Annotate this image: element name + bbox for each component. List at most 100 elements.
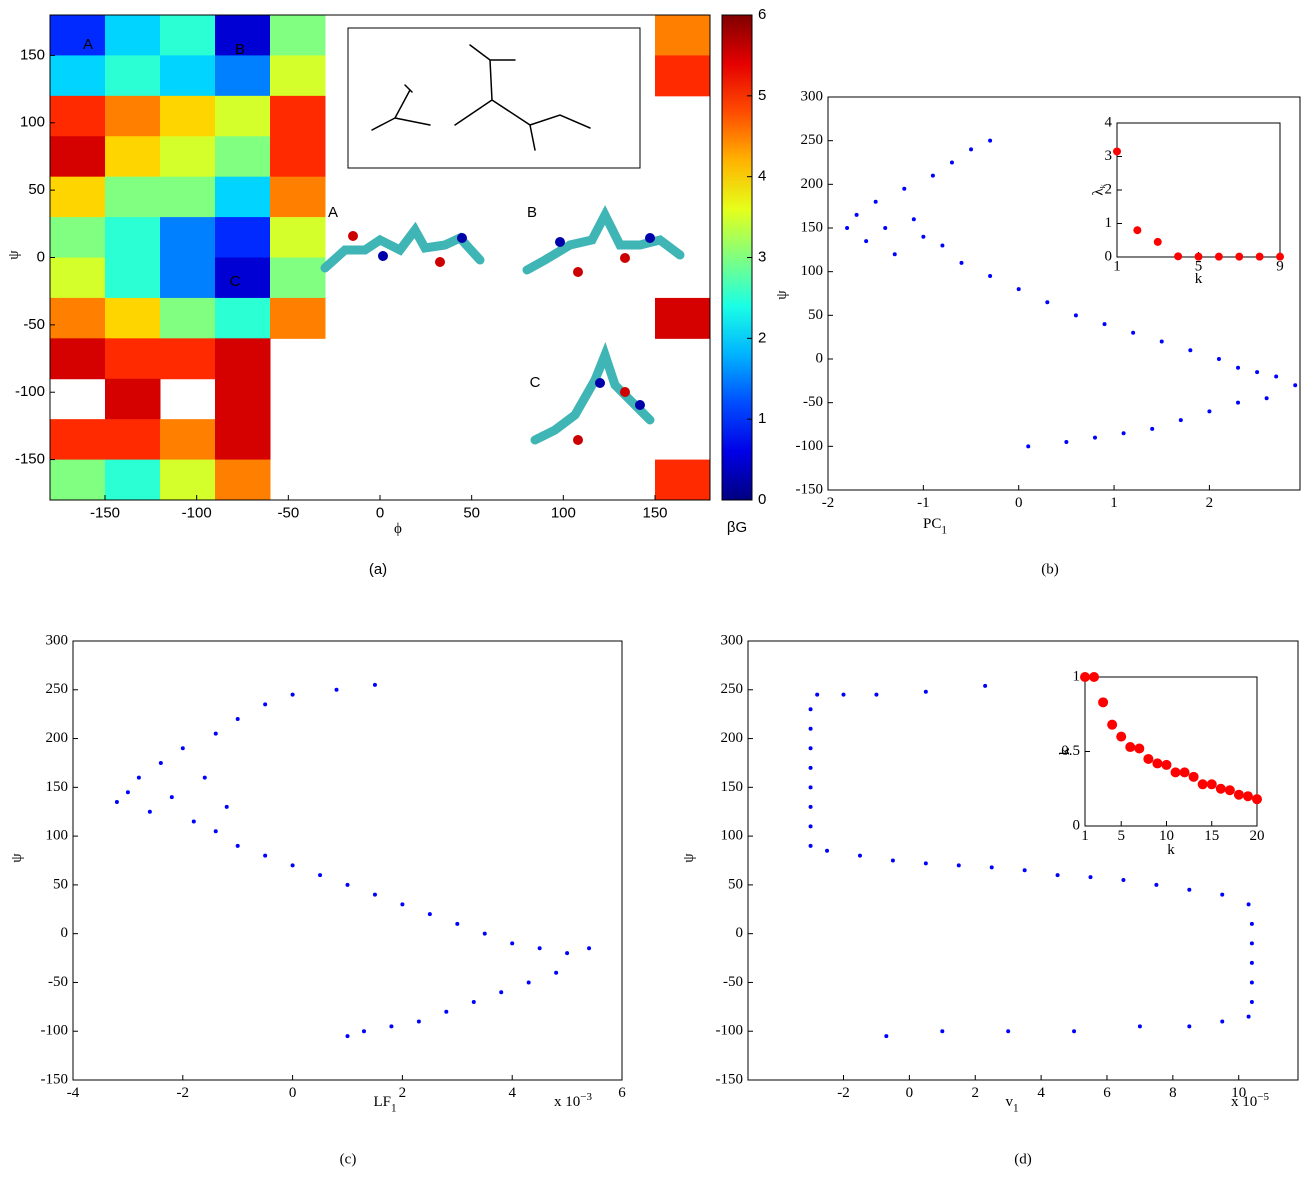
heat-cell — [105, 177, 161, 218]
point — [1098, 697, 1108, 707]
point — [1134, 744, 1144, 754]
y-tick-label: 0 — [816, 350, 824, 366]
point — [203, 776, 207, 780]
heat-cell — [270, 96, 326, 137]
y-tick-label: -100 — [796, 438, 824, 454]
y-tick-label: 0 — [1105, 248, 1113, 264]
point — [912, 217, 916, 221]
x-tick-label: 1 — [1110, 495, 1118, 511]
point — [1064, 440, 1068, 444]
y-tick-label: 150 — [801, 219, 824, 235]
colorbar-tick-label: 0 — [758, 491, 766, 508]
point — [1198, 779, 1208, 789]
axis-label-text: ψ — [6, 250, 22, 260]
heat-cell — [105, 379, 161, 420]
plot-frame — [73, 641, 622, 1080]
colorbar-tick-label: 1 — [758, 410, 766, 427]
point — [874, 693, 878, 697]
point — [940, 243, 944, 247]
point — [444, 1010, 448, 1014]
axis-label: ψ — [6, 250, 22, 260]
point — [1180, 767, 1190, 777]
y-tick-label: 0 — [61, 925, 69, 941]
point — [1187, 1024, 1191, 1028]
heat-cell — [105, 136, 161, 177]
y-tick-label: 50 — [53, 876, 68, 892]
point — [214, 732, 218, 736]
heat-cell — [215, 379, 271, 420]
y-tick-label: 200 — [801, 176, 824, 192]
heat-cell — [160, 460, 216, 501]
axis-label-text: k — [1167, 843, 1175, 859]
axis-label-subscript: k — [1098, 184, 1107, 188]
point — [1216, 784, 1226, 794]
x-tick-label: 0 — [906, 1085, 914, 1101]
point — [1293, 383, 1297, 387]
y-tick-label: -50 — [23, 316, 45, 333]
heat-cell — [270, 55, 326, 96]
point — [1074, 313, 1078, 317]
heat-cell — [105, 298, 161, 339]
point — [428, 912, 432, 916]
point — [115, 800, 119, 804]
x-tick-label: 4 — [1037, 1085, 1045, 1101]
point — [1089, 875, 1093, 879]
axis-label-subscript: 1 — [391, 1102, 397, 1114]
point — [225, 805, 229, 809]
point — [1093, 436, 1097, 440]
colorbar-tick-label: 6 — [758, 6, 766, 23]
axis-label-text: ψ — [681, 853, 697, 863]
heat-cell — [270, 298, 326, 339]
heat-cell — [160, 217, 216, 258]
multiplier-base: x 10 — [1231, 1094, 1257, 1110]
point — [809, 844, 813, 848]
x-tick-label: 6 — [618, 1085, 626, 1101]
minimum-label: C — [230, 273, 241, 290]
page: {"chart_data":[ {"type":"heatmap","capti… — [0, 0, 1302, 1184]
point — [527, 980, 531, 984]
point — [988, 274, 992, 278]
axis-label: k — [1195, 272, 1203, 288]
point — [921, 235, 925, 239]
point — [1152, 758, 1162, 768]
y-tick-label: -50 — [803, 394, 823, 410]
heat-cell — [105, 55, 161, 96]
point — [1188, 348, 1192, 352]
heat-cell — [215, 258, 271, 299]
axis-label-text: ψ — [774, 290, 790, 300]
point — [291, 863, 295, 867]
heat-cell — [270, 258, 326, 299]
heat-cell — [160, 338, 216, 379]
heat-cell — [160, 96, 216, 137]
heat-cell — [50, 298, 106, 339]
point — [1252, 794, 1262, 804]
x-tick-label: 50 — [463, 504, 480, 521]
point — [990, 865, 994, 869]
axis-label-subscript: 1 — [1013, 1102, 1019, 1114]
multiplier-exponent: −3 — [580, 1091, 592, 1103]
point — [1089, 672, 1099, 682]
y-tick-label: 50 — [808, 307, 823, 323]
heat-cell — [655, 15, 711, 56]
inset-bg — [1085, 677, 1257, 826]
heat-cell — [50, 177, 106, 218]
point — [1125, 742, 1135, 752]
heat-cell — [50, 217, 106, 258]
point — [1274, 374, 1278, 378]
point — [902, 187, 906, 191]
y-tick-label: 150 — [721, 779, 744, 795]
y-tick-label: 200 — [46, 730, 69, 746]
point — [455, 922, 459, 926]
point — [1121, 878, 1125, 882]
y-tick-label: 0 — [1073, 817, 1081, 833]
x-tick-label: 0 — [1015, 495, 1023, 511]
point — [864, 239, 868, 243]
point — [959, 261, 963, 265]
axis-label-subscript: 1 — [941, 524, 947, 536]
point — [400, 902, 404, 906]
x-tick-label: 1 — [1081, 828, 1089, 844]
point — [1150, 427, 1154, 431]
point — [884, 1034, 888, 1038]
x-tick-label: 0 — [289, 1085, 297, 1101]
heat-cell — [160, 258, 216, 299]
